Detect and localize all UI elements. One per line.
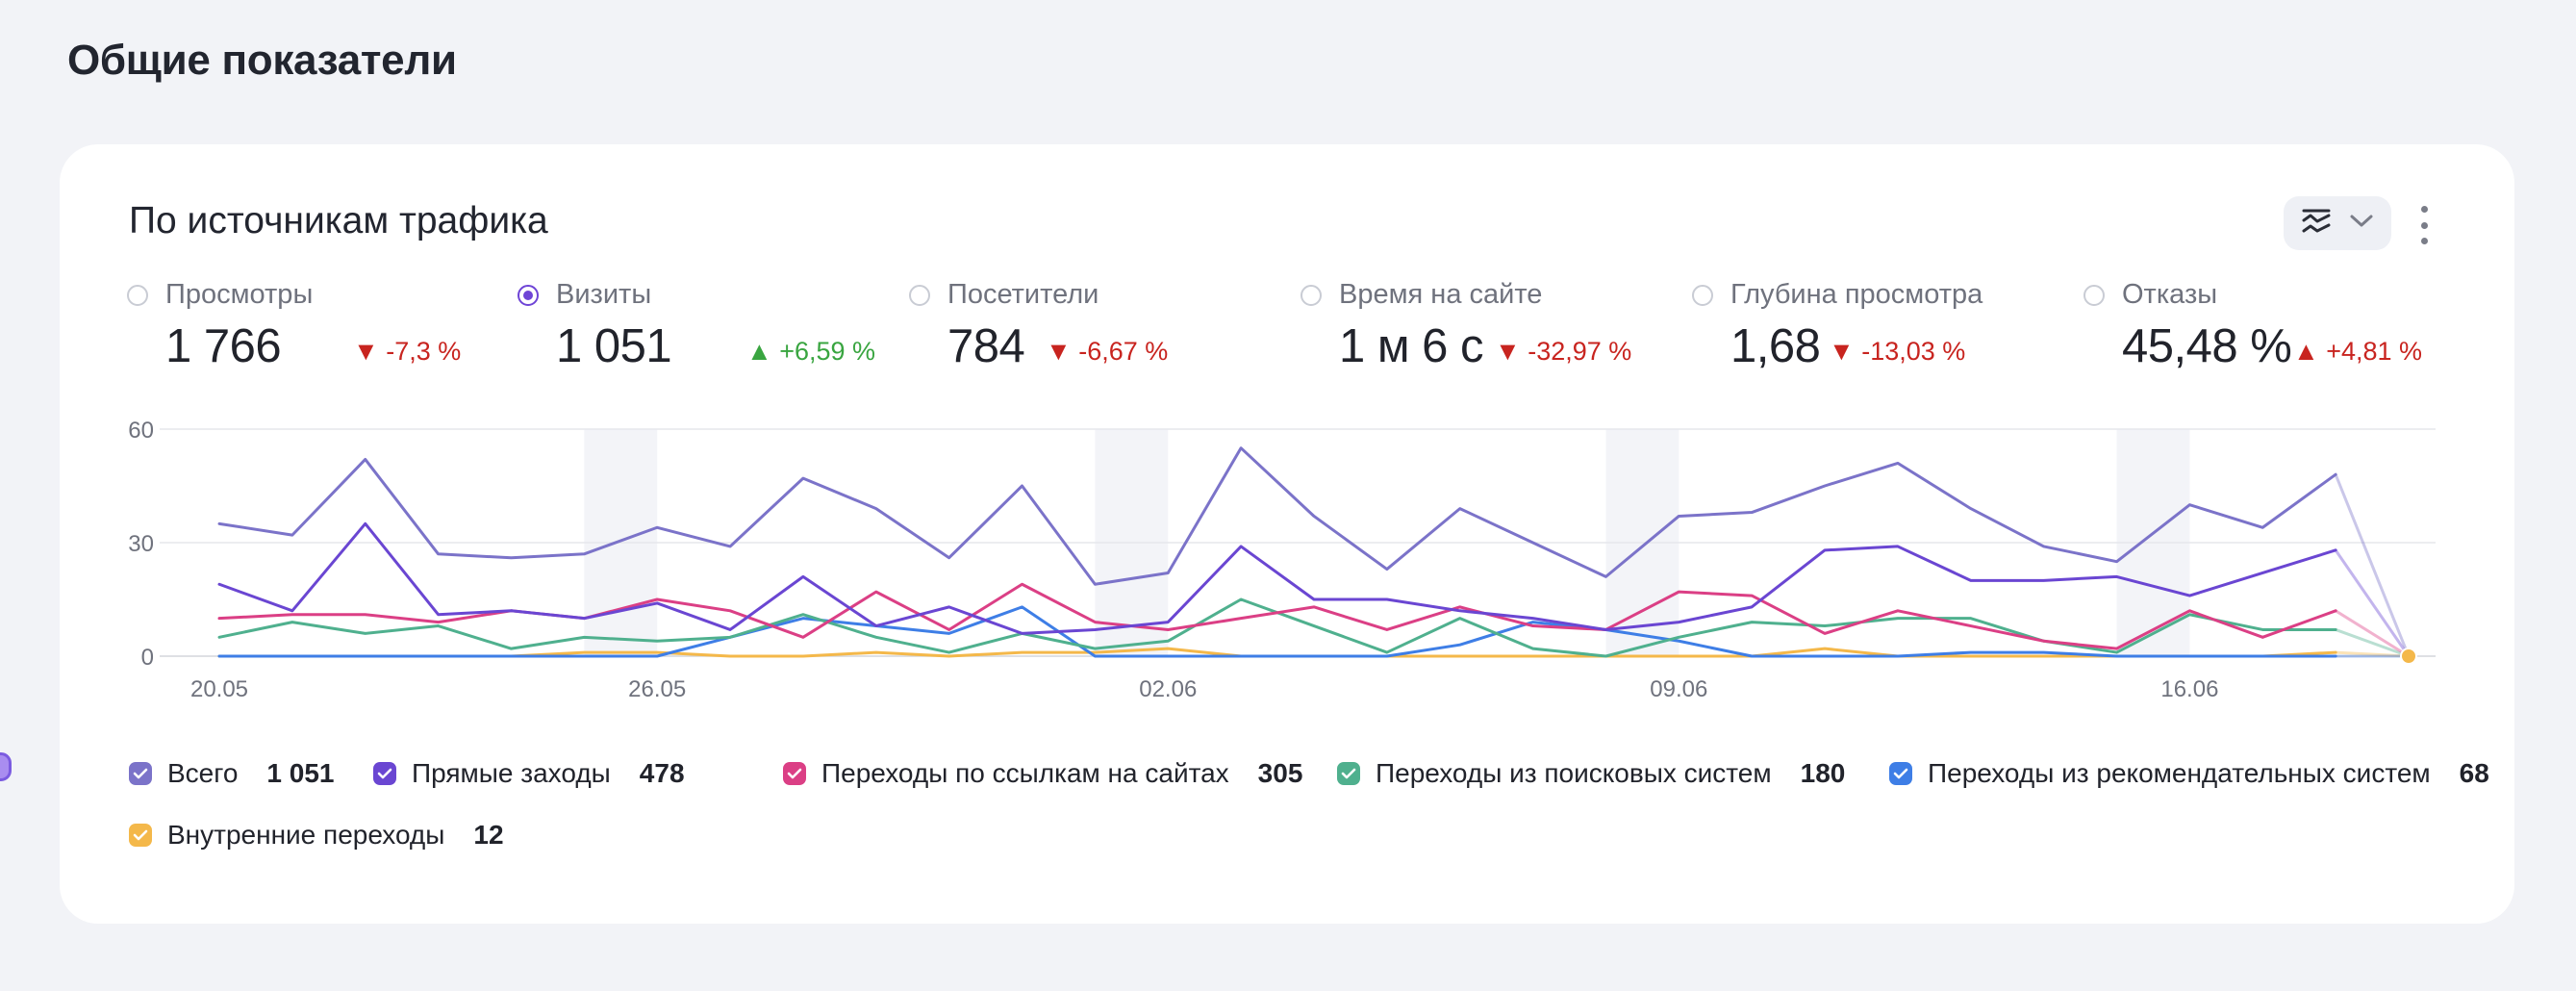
legend-value: 180 (1800, 758, 1846, 788)
metric-visitors[interactable]: Посетители 784 ▼ -6,67 % (909, 277, 1294, 383)
metric-views[interactable]: Просмотры 1 766 ▼ -7,3 % (127, 277, 512, 383)
legend-value: 478 (639, 758, 685, 788)
more-vertical-icon[interactable] (2412, 206, 2436, 244)
metric-change: ▼ -7,3 % (353, 337, 462, 366)
y-tick-label: 0 (141, 645, 154, 671)
metric-value: 1 051 (556, 320, 672, 372)
legend-value: 12 (473, 820, 504, 850)
line-chart-icon (2301, 207, 2332, 241)
metric-radio[interactable] (1692, 285, 1713, 306)
series-line-partial (2334, 627, 2411, 658)
line-chart: 0 30 60 20.05 26.05 02.06 09.06 16.06 (128, 418, 2436, 702)
metric-radio[interactable] (1301, 285, 1322, 306)
metric-label: Отказы (2122, 279, 2218, 310)
checkbox-icon[interactable] (1889, 762, 1912, 785)
metric-label: Визиты (556, 279, 652, 310)
legend-value: 68 (2459, 758, 2489, 788)
metric-value: 1 м 6 с (1339, 320, 1484, 372)
metric-value: 45,48 % (2122, 320, 2292, 372)
data-point-marker (2400, 648, 2417, 665)
metric-page-depth[interactable]: Глубина просмотра 1,68 ▼ -13,03 % (1692, 277, 2077, 383)
metric-label: Просмотры (165, 279, 314, 310)
card-title: По источникам трафика (129, 200, 548, 241)
chevron-down-icon (2349, 214, 2374, 234)
x-tick-label: 16.06 (2160, 676, 2218, 702)
checkbox-icon[interactable] (1337, 762, 1360, 785)
legend-item-search[interactable]: Переходы из поисковых систем 180 (1337, 754, 1845, 793)
metric-label: Время на сайте (1339, 279, 1543, 310)
x-tick-label: 26.05 (628, 676, 686, 702)
metric-radio[interactable] (909, 285, 930, 306)
chart-type-button[interactable] (2284, 196, 2391, 250)
metric-bounces[interactable]: Отказы 45,48 % ▲ +4,81 % (2084, 277, 2468, 383)
series-line-partial (2334, 548, 2411, 658)
checkbox-icon[interactable] (373, 762, 396, 785)
legend-item-total[interactable]: Всего 1 051 (129, 754, 335, 793)
series-line (217, 582, 2337, 650)
legend-label: Переходы из рекомендательных систем (1928, 758, 2431, 788)
series-line (217, 521, 2337, 635)
metric-label: Посетители (947, 279, 1099, 310)
metric-change: ▼ -13,03 % (1829, 337, 1966, 366)
series-line-partial (2334, 472, 2411, 658)
metric-visits[interactable]: Визиты 1 051 ▲ +6,59 % (518, 277, 902, 383)
y-tick-label: 60 (128, 418, 154, 444)
legend-label: Внутренние переходы (167, 820, 445, 850)
x-tick-label: 20.05 (190, 676, 248, 702)
metric-change: ▲ +6,59 % (746, 337, 876, 366)
legend-value: 1 051 (266, 758, 335, 788)
metric-change: ▼ -32,97 % (1495, 337, 1632, 366)
metric-label: Глубина просмотра (1730, 279, 1983, 310)
metric-change: ▼ -6,67 % (1046, 337, 1169, 366)
checkbox-icon[interactable] (129, 762, 152, 785)
series-line (217, 605, 2337, 658)
legend-item-links[interactable]: Переходы по ссылкам на сайтах 305 (783, 754, 1302, 793)
metric-radio[interactable] (127, 285, 148, 306)
legend-item-recommendations[interactable]: Переходы из рекомендательных систем 68 (1889, 754, 2489, 793)
legend-label: Переходы по ссылкам на сайтах (821, 758, 1229, 788)
metric-radio[interactable] (2084, 285, 2105, 306)
metric-value: 1,68 (1730, 320, 1821, 372)
legend-item-direct[interactable]: Прямые заходы 478 (373, 754, 685, 793)
series-line-partial (2334, 609, 2411, 658)
series-line (217, 597, 2337, 658)
legend-value: 305 (1257, 758, 1303, 788)
metric-radio[interactable] (518, 285, 539, 306)
edge-handle[interactable] (0, 752, 12, 781)
metric-change: ▲ +4,81 % (2293, 337, 2423, 366)
traffic-sources-card: По источникам трафика Просмотры 1 766 ▼ … (60, 144, 2514, 924)
x-tick-label: 09.06 (1650, 676, 1707, 702)
metric-value: 1 766 (165, 320, 282, 372)
series-line (217, 446, 2337, 586)
legend-label: Всего (167, 758, 239, 788)
metric-value: 784 (947, 320, 1025, 372)
checkbox-icon[interactable] (129, 824, 152, 847)
legend-label: Переходы из поисковых систем (1376, 758, 1772, 788)
legend-item-internal[interactable]: Внутренние переходы 12 (129, 816, 504, 854)
metric-time-on-site[interactable]: Время на сайте 1 м 6 с ▼ -32,97 % (1301, 277, 1685, 383)
page-title: Общие показатели (67, 37, 457, 84)
x-tick-label: 02.06 (1139, 676, 1197, 702)
checkbox-icon[interactable] (783, 762, 806, 785)
series-line-partial (2334, 650, 2411, 658)
legend-label: Прямые заходы (412, 758, 611, 788)
y-tick-label: 30 (128, 531, 154, 557)
metrics-row: Просмотры 1 766 ▼ -7,3 % Визиты 1 051 ▲ … (127, 277, 2474, 383)
